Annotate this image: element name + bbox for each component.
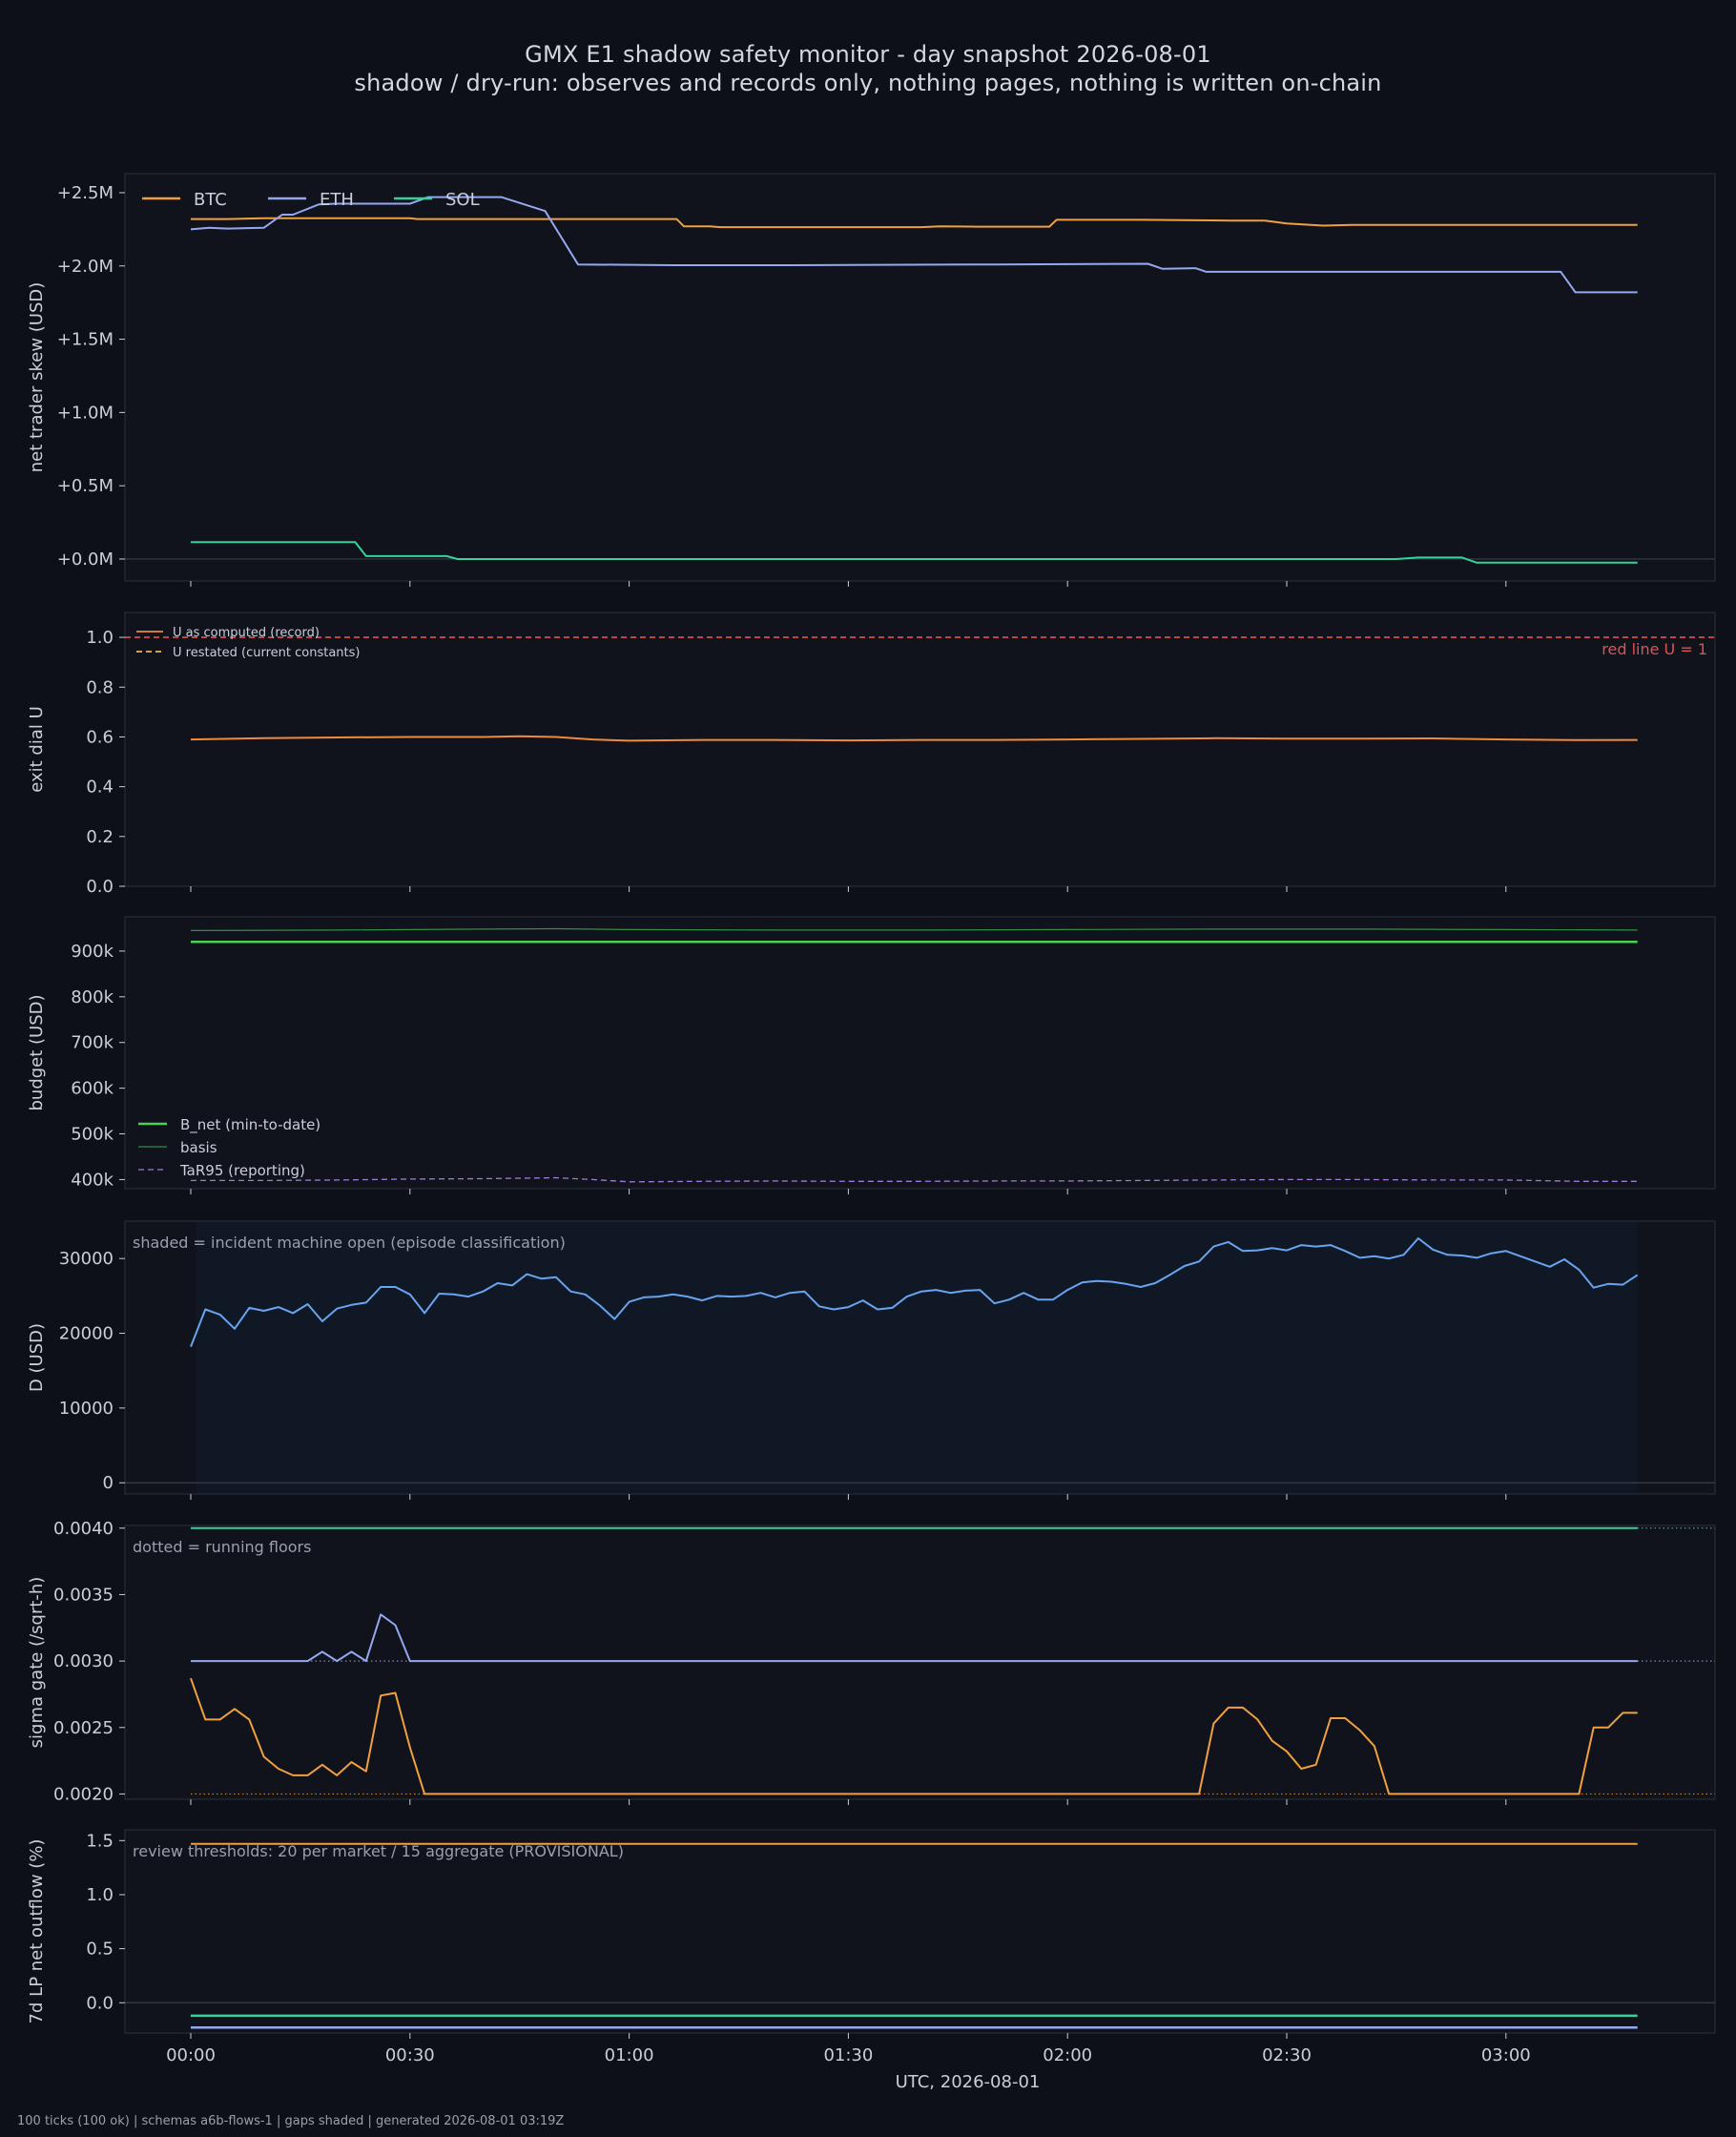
y-tick-label: 0.5 bbox=[86, 1940, 114, 1960]
figure-subtitle: shadow / dry-run: observes and records o… bbox=[354, 70, 1382, 96]
legend-label: TaR95 (reporting) bbox=[179, 1162, 305, 1179]
series-tar95-reporting- bbox=[191, 1176, 1638, 1183]
status-footer: 100 ticks (100 ok) | schemas a6b-flows-1… bbox=[17, 2114, 565, 2128]
y-tick-label: +2.0M bbox=[57, 257, 114, 277]
y-axis-label: D (USD) bbox=[27, 1323, 47, 1392]
y-axis-label: budget (USD) bbox=[27, 994, 47, 1110]
y-tick-label: 1.0 bbox=[86, 628, 114, 648]
y-tick-label: 0.0030 bbox=[53, 1651, 114, 1671]
annotation-label: dotted = running floors bbox=[133, 1538, 311, 1556]
incident-shade bbox=[196, 1222, 1638, 1493]
y-axis-label: net trader skew (USD) bbox=[27, 282, 47, 473]
x-tick-label: 02:00 bbox=[1043, 2045, 1092, 2065]
annotation-label: shaded = incident machine open (episode … bbox=[133, 1234, 566, 1252]
panel-drawdown: 0 10000 20000 30000 D (USD) shaded = incident… bbox=[27, 1220, 1716, 1500]
legend-label: basis bbox=[180, 1139, 217, 1156]
annotation-label: red line U = 1 bbox=[1602, 640, 1707, 658]
y-tick-label: 800k bbox=[71, 987, 114, 1007]
y-tick-label: +2.5M bbox=[57, 183, 114, 203]
y-tick-label: +0.5M bbox=[57, 476, 114, 496]
y-tick-label: 0.0025 bbox=[53, 1718, 114, 1738]
y-tick-label: +1.5M bbox=[57, 330, 114, 350]
y-axis-label: exit dial U bbox=[27, 706, 47, 793]
y-tick-label: 400k bbox=[71, 1170, 114, 1190]
y-tick-label: 0 bbox=[103, 1473, 114, 1493]
series-u-as-computed-record- bbox=[190, 735, 1638, 742]
series-btc bbox=[191, 217, 1638, 229]
series-gate-2 bbox=[191, 1613, 1638, 1663]
y-tick-label: 500k bbox=[71, 1125, 114, 1145]
series-sol bbox=[191, 541, 1638, 564]
x-tick-label: 01:30 bbox=[823, 2045, 873, 2065]
y-tick-label: 0.4 bbox=[86, 778, 114, 798]
series-d bbox=[190, 1237, 1639, 1347]
y-tick-label: 900k bbox=[71, 942, 114, 962]
x-tick-label: 00:00 bbox=[166, 2045, 216, 2065]
y-tick-label: 30000 bbox=[59, 1249, 114, 1269]
x-tick-label: 03:00 bbox=[1481, 2045, 1531, 2065]
panel-frame bbox=[124, 173, 1716, 582]
y-tick-label: +0.0M bbox=[57, 550, 114, 570]
panel-skew: +0.0M +0.5M +1.0M +1.5M +2.0M +2.5M net trader… bbox=[27, 173, 1716, 587]
legend-label: U as computed (record) bbox=[173, 626, 320, 640]
annotation-label: review thresholds: 20 per market / 15 ag… bbox=[133, 1842, 624, 1860]
y-tick-label: 10000 bbox=[59, 1399, 114, 1419]
x-tick-label: 00:30 bbox=[385, 2045, 435, 2065]
y-tick-label: 0.0 bbox=[86, 1993, 114, 2013]
y-tick-label: 1.5 bbox=[86, 1831, 114, 1851]
x-tick-label: 01:00 bbox=[605, 2045, 654, 2065]
y-tick-label: 0.0 bbox=[86, 877, 114, 897]
series-eth bbox=[190, 196, 1638, 294]
panel-sigma-gate: 0.0020 0.0025 0.0030 0.0035 0.0040 sigma gate… bbox=[27, 1519, 1716, 1805]
legend-label: BTC bbox=[194, 190, 227, 210]
y-tick-label: 20000 bbox=[59, 1324, 114, 1344]
y-tick-label: +1.0M bbox=[57, 403, 114, 423]
x-axis-label: UTC, 2026-08-01 bbox=[896, 2072, 1041, 2092]
series-basis bbox=[190, 927, 1638, 932]
y-axis-label: 7d LP net outflow (%) bbox=[27, 1839, 47, 2024]
panel-frame bbox=[124, 612, 1716, 887]
panel-frame bbox=[124, 916, 1716, 1190]
y-tick-label: 700k bbox=[71, 1033, 114, 1053]
panel-lp-outflow: 0.0 0.5 1.0 1.5 7d LP net outflow (%) review … bbox=[27, 1829, 1716, 2092]
panel-frame bbox=[124, 1525, 1716, 1800]
panel-budget: 400k 500k 600k 700k 800k 900k budget (USD) B_ne… bbox=[27, 916, 1716, 1194]
y-tick-label: 600k bbox=[71, 1079, 114, 1099]
panel-frame bbox=[124, 1829, 1716, 2034]
legend-label: SOL bbox=[445, 190, 480, 210]
series-gate-3 bbox=[190, 1677, 1638, 1795]
y-tick-label: 0.6 bbox=[86, 727, 114, 747]
legend-label: ETH bbox=[320, 190, 354, 210]
x-tick-label: 02:30 bbox=[1262, 2045, 1312, 2065]
legend-label: B_net (min-to-date) bbox=[180, 1116, 320, 1134]
y-tick-label: 0.0040 bbox=[53, 1519, 114, 1539]
panel-exit-dial: 0.0 0.2 0.4 0.6 0.8 1.0 exit dial U red line U … bbox=[27, 612, 1716, 897]
y-tick-label: 0.8 bbox=[86, 677, 114, 697]
y-tick-label: 1.0 bbox=[86, 1885, 114, 1905]
y-tick-label: 0.0035 bbox=[53, 1585, 114, 1605]
legend-label: U restated (current constants) bbox=[173, 646, 360, 660]
y-tick-label: 0.0020 bbox=[53, 1784, 114, 1804]
y-axis-label: sigma gate (/sqrt-h) bbox=[27, 1577, 47, 1749]
figure-title: GMX E1 shadow safety monitor - day snaps… bbox=[525, 41, 1211, 68]
y-tick-label: 0.2 bbox=[86, 827, 114, 847]
